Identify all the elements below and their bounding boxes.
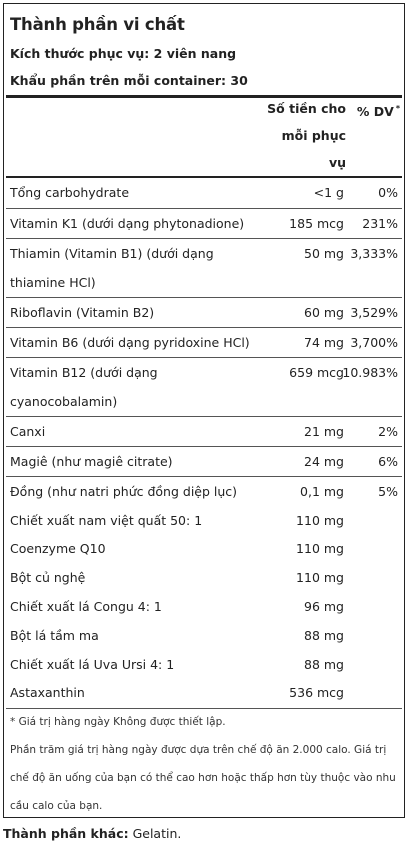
- footnote-dv-not-established: * Giá trị hàng ngày Không được thiết lập…: [10, 716, 226, 728]
- nutrient-amount: 110 mg: [296, 513, 344, 528]
- table-row: Canxi 21 mg 2%: [6, 416, 402, 447]
- nutrient-amount: 88 mg: [304, 657, 344, 672]
- servings-per-container: Khẩu phần trên mỗi container: 30: [10, 73, 248, 88]
- amount-header-line3: vụ: [328, 155, 346, 170]
- nutrient-amount: 659 mcg: [289, 365, 344, 380]
- amount-header: Số tiền cho mỗi phục vụ: [267, 95, 346, 176]
- nutrient-name: Chiết xuất lá Uva Ursi 4: 1: [10, 657, 175, 672]
- nutrient-name: Coenzyme Q10: [10, 541, 106, 556]
- nutrient-daily-value: 2%: [378, 424, 398, 439]
- table-row: Bột lá tầm ma 88 mg: [6, 621, 402, 650]
- nutrient-daily-value: 10.983%: [342, 365, 398, 380]
- nutrient-daily-value: 3,333%: [350, 246, 398, 261]
- footnote-dv-basis: Phần trăm giá trị hàng ngày được dựa trê…: [10, 744, 396, 812]
- table-row: Vitamin B6 (dưới dạng pyridoxine HCl) 74 …: [6, 327, 402, 358]
- nutrient-name: Riboflavin (Vitamin B2): [10, 305, 155, 320]
- dv-header-asterisk: *: [395, 104, 400, 113]
- panel-title: Thành phần vi chất: [10, 15, 185, 34]
- nutrient-amount: 96 mg: [304, 599, 344, 614]
- nutrient-name: Thiamin (Vitamin B1) (dưới dạng thiamine…: [10, 246, 214, 290]
- table-row: Astaxanthin 536 mcg: [6, 678, 402, 708]
- nutrient-name: Bột củ nghệ: [10, 570, 86, 585]
- table-row: Coenzyme Q10 110 mg: [6, 534, 402, 563]
- table-row: Chiết xuất lá Congu 4: 1 96 mg: [6, 592, 402, 621]
- nutrient-amount: 185 mcg: [289, 216, 344, 231]
- nutrient-amount: 24 mg: [304, 454, 344, 469]
- nutrient-amount: 88 mg: [304, 628, 344, 643]
- nutrient-name: Đồng (như natri phức đồng diệp lục): [10, 484, 238, 499]
- nutrient-amount: 110 mg: [296, 541, 344, 556]
- footnote-divider: [6, 708, 402, 709]
- nutrient-amount: 21 mg: [304, 424, 344, 439]
- nutrient-daily-value: 5%: [378, 484, 398, 499]
- nutrient-daily-value: 0%: [378, 185, 398, 200]
- table-row: Riboflavin (Vitamin B2) 60 mg 3,529%: [6, 297, 402, 328]
- thick-divider: [6, 95, 402, 98]
- nutrient-name: Tổng carbohydrate: [10, 185, 130, 200]
- nutrient-name: Bột lá tầm ma: [10, 628, 99, 643]
- table-row: Tổng carbohydrate <1 g 0%: [6, 178, 402, 208]
- table-row: Bột củ nghệ 110 mg: [6, 563, 402, 592]
- nutrient-name: Chiết xuất nam việt quất 50: 1: [10, 513, 203, 528]
- nutrient-name: Vitamin B6 (dưới dạng pyridoxine HCl): [10, 335, 250, 350]
- table-row: Đồng (như natri phức đồng diệp lục) 0,1 m…: [6, 476, 402, 507]
- nutrient-amount: 74 mg: [304, 335, 344, 350]
- header-divider: [6, 176, 402, 178]
- table-row: Chiết xuất nam việt quất 50: 1 110 mg: [6, 506, 402, 534]
- nutrient-amount: 110 mg: [296, 570, 344, 585]
- serving-size: Kích thước phục vụ: 2 viên nang: [10, 46, 237, 61]
- nutrient-amount: 50 mg: [304, 246, 344, 261]
- nutrient-amount: 60 mg: [304, 305, 344, 320]
- other-ingredients-value: Gelatin.: [128, 826, 182, 841]
- table-row: Vitamin K1 (dưới dạng phytonadione) 185 m…: [6, 208, 402, 239]
- table-row: Thiamin (Vitamin B1) (dưới dạng thiamine…: [6, 238, 402, 298]
- nutrient-amount: <1 g: [313, 185, 344, 200]
- nutrient-daily-value: 231%: [362, 216, 398, 231]
- supplement-facts-panel: Thành phần vi chất Kích thước phục vụ: 2…: [3, 3, 405, 818]
- nutrient-name: Chiết xuất lá Congu 4: 1: [10, 599, 162, 614]
- table-row: Chiết xuất lá Uva Ursi 4: 1 88 mg: [6, 650, 402, 678]
- nutrient-name: Vitamin K1 (dưới dạng phytonadione): [10, 216, 245, 231]
- nutrient-daily-value: 6%: [378, 454, 398, 469]
- nutrient-daily-value: 3,700%: [350, 335, 398, 350]
- other-ingredients: Thành phần khác: Gelatin.: [3, 826, 181, 841]
- nutrient-name: Vitamin B12 (dưới dạng cyanocobalamin): [10, 365, 158, 409]
- table-row: Magiê (như magiê citrate) 24 mg 6%: [6, 446, 402, 477]
- amount-header-line2: mỗi phục: [281, 128, 346, 143]
- nutrient-name: Astaxanthin: [10, 685, 85, 700]
- nutrient-daily-value: 3,529%: [350, 305, 398, 320]
- nutrient-name: Magiê (như magiê citrate): [10, 454, 173, 469]
- dv-header-label: % DV: [356, 104, 394, 120]
- dv-header: % DV *: [357, 95, 400, 125]
- table-row: Vitamin B12 (dưới dạng cyanocobalamin) 65…: [6, 357, 402, 417]
- other-ingredients-label: Thành phần khác:: [3, 826, 129, 841]
- nutrient-amount: 536 mcg: [289, 685, 344, 700]
- amount-header-line1: Số tiền cho: [267, 101, 346, 116]
- nutrient-name: Canxi: [10, 424, 46, 439]
- nutrient-amount: 0,1 mg: [300, 484, 344, 499]
